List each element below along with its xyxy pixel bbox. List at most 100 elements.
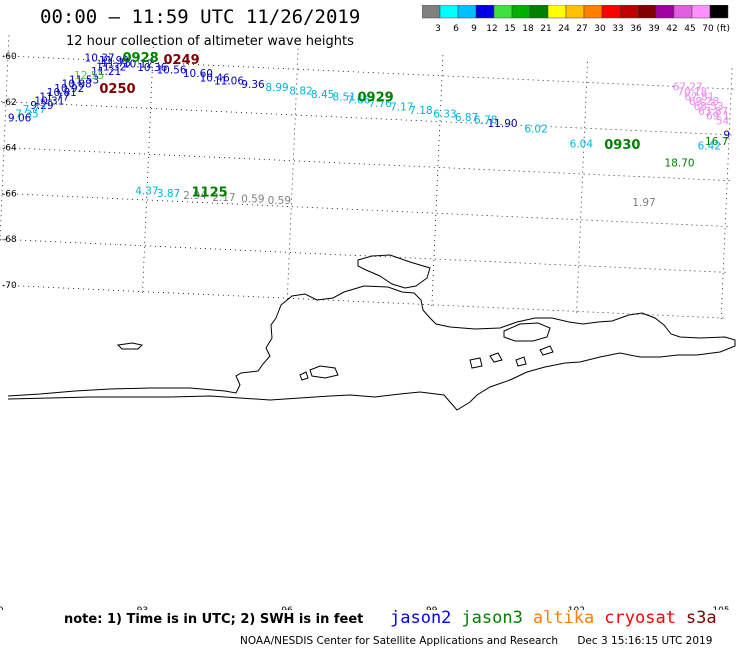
pass-time-labels: 0928 0249 0250 0929 0930 1125: [99, 51, 640, 200]
generated-timestamp: Dec 3 15:16:15 UTC 2019: [577, 635, 713, 647]
wave-height-value: 11.75: [101, 57, 131, 69]
island-center: [309, 365, 339, 379]
colorbar-label: 33: [612, 24, 623, 34]
lon-tick-label: 99: [426, 606, 438, 610]
wave-height-value: 70.18: [677, 86, 707, 98]
meridian-line: [0, 35, 10, 249]
graticule-grid: [0, 35, 737, 321]
wave-height-value: 10.81: [47, 87, 77, 99]
meridian-line: [431, 55, 444, 308]
wave-height-value: 69.28: [689, 96, 719, 108]
wave-height-value: 6.87: [455, 112, 478, 124]
wave-height-value: 6.02: [524, 123, 547, 135]
islet-3: [515, 356, 527, 367]
lon-tick-label: 105: [712, 606, 729, 610]
parallel-line: [0, 192, 731, 227]
wave-height-value: 11.21: [91, 66, 121, 78]
colorbar-legend: 3 6 9 12 15 18 21 24 27 30 33 36 39 42 45 70 (ft): [422, 5, 730, 34]
island-west-small: [116, 342, 144, 350]
wave-height-value: 7.17: [390, 102, 413, 114]
satellite-cryosat: cryosat: [604, 608, 676, 628]
colorbar-label: 6: [453, 24, 459, 34]
pass-time-label: 0930: [604, 138, 640, 153]
wave-height-value: 7.66: [347, 95, 371, 107]
wave-height-value: 6.33: [433, 109, 456, 121]
wave-height-map: 90939699102105-60-62-64-66-68-70 10.3711…: [0, 35, 737, 610]
islet-5: [299, 371, 309, 381]
wave-height-value: 68.53: [694, 101, 724, 113]
islet-4: [539, 345, 554, 356]
lon-tick-label: 93: [137, 606, 148, 610]
lat-tick-label: -64: [2, 144, 17, 154]
wave-height-value: 10.56: [156, 65, 186, 77]
meridian-line: [142, 41, 154, 294]
wave-height-value: 7.18: [409, 105, 432, 117]
colorbar-label: 21: [540, 24, 551, 34]
wave-height-value: 6.04: [570, 138, 594, 150]
lat-tick-label: -68: [2, 235, 17, 245]
pass-time-label: 0928: [123, 51, 159, 66]
wave-height-value: 12.55: [74, 70, 104, 82]
colorbar-swatch: [709, 5, 729, 19]
parallel-line: [0, 238, 729, 273]
wave-height-value: 16.7: [705, 136, 728, 148]
axis-labels: 90 93 96 99 102 105 -60 -62 -64 -66 -68 -70: [0, 52, 730, 610]
colorbar-label: 36: [630, 24, 642, 34]
colorbar-label: 30: [594, 24, 606, 34]
wave-height-value: 6.42: [698, 140, 721, 152]
wave-height-value: 11.77: [39, 91, 69, 103]
wave-height-value: 1.97: [632, 197, 655, 209]
wave-height-value: 8.51: [333, 92, 356, 104]
wave-height-value: 67.81: [684, 91, 714, 103]
wave-height-value: 11.90: [488, 118, 518, 130]
wave-height-value: 6.78: [474, 115, 497, 127]
wave-height-value: 0.59: [268, 195, 291, 207]
wave-height-value: 18.70: [665, 157, 695, 169]
wave-height-value: 11.53: [69, 74, 99, 86]
meridian-line: [576, 61, 588, 314]
wave-height-value: 10.36: [137, 62, 167, 74]
meridian-line: [720, 68, 733, 321]
satellite-altika: altika: [532, 608, 595, 628]
colorbar-label: 42: [666, 24, 677, 34]
islet-2: [489, 352, 503, 363]
islet-1: [469, 357, 483, 369]
wave-height-value: 8.99: [265, 82, 288, 94]
colorbar-label: 45: [684, 24, 695, 34]
wave-height-value: 3.87: [157, 188, 180, 200]
wave-height-value: 69.1: [706, 111, 729, 123]
wave-height-value: 10.88: [62, 79, 92, 91]
wave-height-value: 63.87: [698, 106, 728, 118]
island-north: [357, 254, 431, 289]
wave-height-value: 10.92: [54, 83, 84, 95]
wave-height-value: 54: [716, 115, 730, 127]
wave-height-value: 8.82: [289, 86, 312, 98]
satellite-legend: jason2 jason3 altika cryosat s3a: [390, 608, 727, 628]
colorbar-unit: (ft): [716, 24, 730, 34]
wave-height-value: 9: [723, 129, 730, 141]
parallel-line: [0, 284, 727, 319]
wave-height-value: 7.35: [15, 108, 38, 120]
wave-height-value: 11.06: [214, 75, 244, 87]
wave-height-value: 8.45: [311, 89, 334, 101]
pass-time-label: 0250: [99, 82, 135, 97]
wave-height-value: 4.37: [135, 186, 158, 198]
pass-time-label: 0929: [358, 91, 394, 106]
wave-height-value: 11.99: [99, 55, 129, 67]
colorbar-label: 24: [558, 24, 570, 34]
satellite-jason3: jason3: [461, 608, 523, 628]
satellite-s3a: s3a: [685, 608, 717, 628]
colorbar-label: 15: [504, 24, 515, 34]
wave-height-value: 9.36: [241, 79, 265, 91]
lon-tick-label: 96: [281, 606, 293, 610]
wave-height-value: 9.06: [8, 113, 32, 125]
wave-height-value: 10.37: [85, 53, 115, 65]
meridian-line: [286, 48, 299, 301]
colorbar-label: 70: [702, 24, 714, 34]
lat-tick-label: -66: [2, 189, 17, 199]
wave-height-value: 11.32: [96, 61, 126, 73]
wave-height-value: 0.59: [241, 194, 264, 206]
wave-height-value: 7.76: [369, 98, 393, 110]
coastline-main: [7, 285, 736, 411]
